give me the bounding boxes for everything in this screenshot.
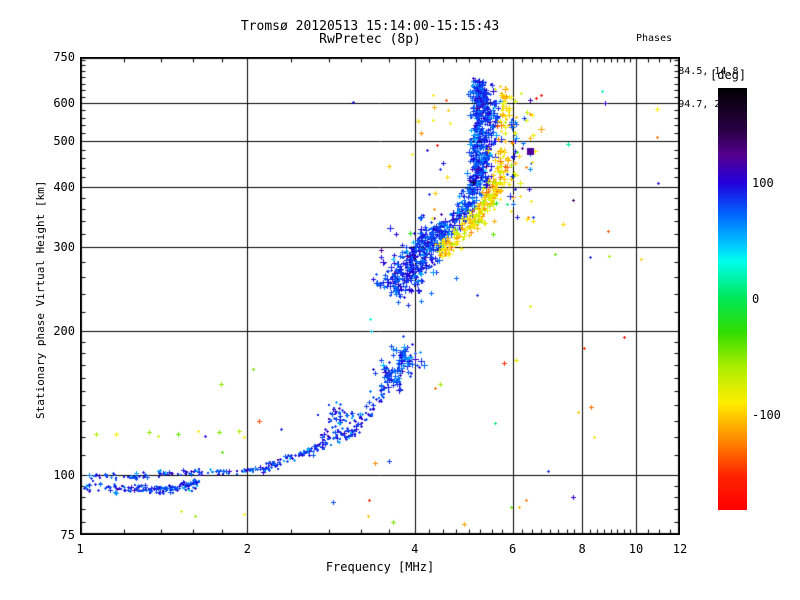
y-tick-label: 200 — [53, 324, 75, 339]
phase-stats-heading: Phases — [636, 33, 673, 44]
y-tick-label: 750 — [53, 50, 75, 64]
colorbar-gradient — [718, 88, 747, 510]
x-tick-label: 12 — [672, 542, 688, 556]
plot-area — [80, 57, 680, 535]
y-axis-label: Stationary phase Virtual Height [km] — [34, 180, 47, 420]
colorbar-tick-label: -100 — [752, 407, 781, 422]
y-tick-label: 75 — [60, 528, 75, 542]
y-tick-label: 400 — [53, 180, 75, 195]
y-tick-label: 600 — [53, 96, 75, 111]
x-tick-label: 4 — [411, 542, 419, 556]
colorbar-unit-label: [deg] — [710, 68, 747, 82]
scatter-plot-canvas — [80, 57, 680, 535]
x-tick-label: 6 — [509, 542, 517, 556]
y-tick-label: 500 — [53, 134, 75, 149]
x-axis-label: Frequency [MHz] — [325, 560, 435, 574]
x-tick-label: 10 — [628, 542, 644, 556]
colorbar-tick-label: 0 — [752, 292, 760, 306]
x-tick-label: 2 — [243, 542, 251, 556]
colorbar-tick-label: 100 — [752, 176, 774, 191]
x-tick-label: 1 — [76, 542, 84, 556]
plot-title-line2: RwPretec (8p) — [319, 32, 421, 47]
y-tick-label: 300 — [53, 240, 75, 255]
x-tick-label: 8 — [578, 542, 586, 556]
plot-title-block: Tromsø 20120513 15:14:00-15:15:43 RwPret… — [60, 20, 680, 46]
y-tick-label: 100 — [53, 468, 75, 483]
plot-title-line1: Tromsø 20120513 15:14:00-15:15:43 — [240, 19, 500, 34]
